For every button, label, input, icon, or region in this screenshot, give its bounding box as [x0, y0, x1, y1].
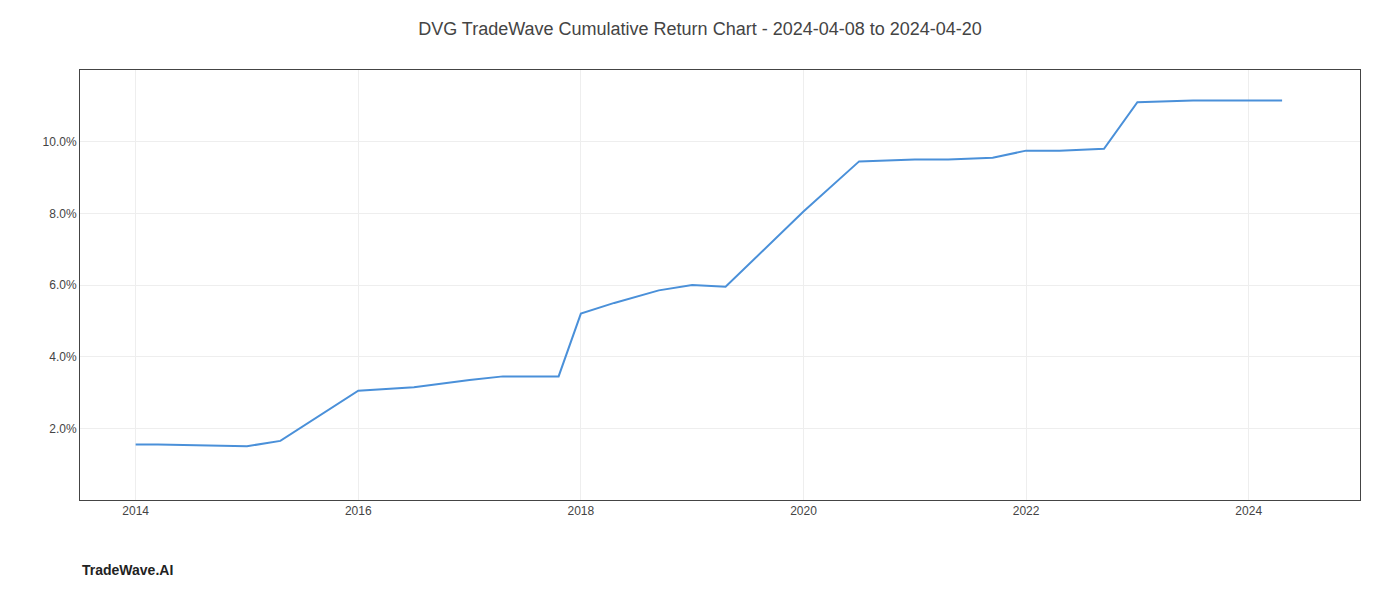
- svg-text:2022: 2022: [1013, 504, 1040, 518]
- svg-text:2014: 2014: [122, 504, 149, 518]
- svg-text:2018: 2018: [568, 504, 595, 518]
- svg-text:2.0%: 2.0%: [49, 422, 77, 436]
- svg-text:4.0%: 4.0%: [49, 350, 77, 364]
- svg-text:2016: 2016: [345, 504, 372, 518]
- svg-text:TradeWave.AI: TradeWave.AI: [82, 562, 173, 578]
- svg-text:2020: 2020: [790, 504, 817, 518]
- svg-text:8.0%: 8.0%: [49, 207, 77, 221]
- svg-text:DVG TradeWave Cumulative Retur: DVG TradeWave Cumulative Return Chart - …: [418, 19, 982, 39]
- svg-text:2024: 2024: [1235, 504, 1262, 518]
- svg-text:6.0%: 6.0%: [49, 278, 77, 292]
- svg-text:10.0%: 10.0%: [43, 135, 77, 149]
